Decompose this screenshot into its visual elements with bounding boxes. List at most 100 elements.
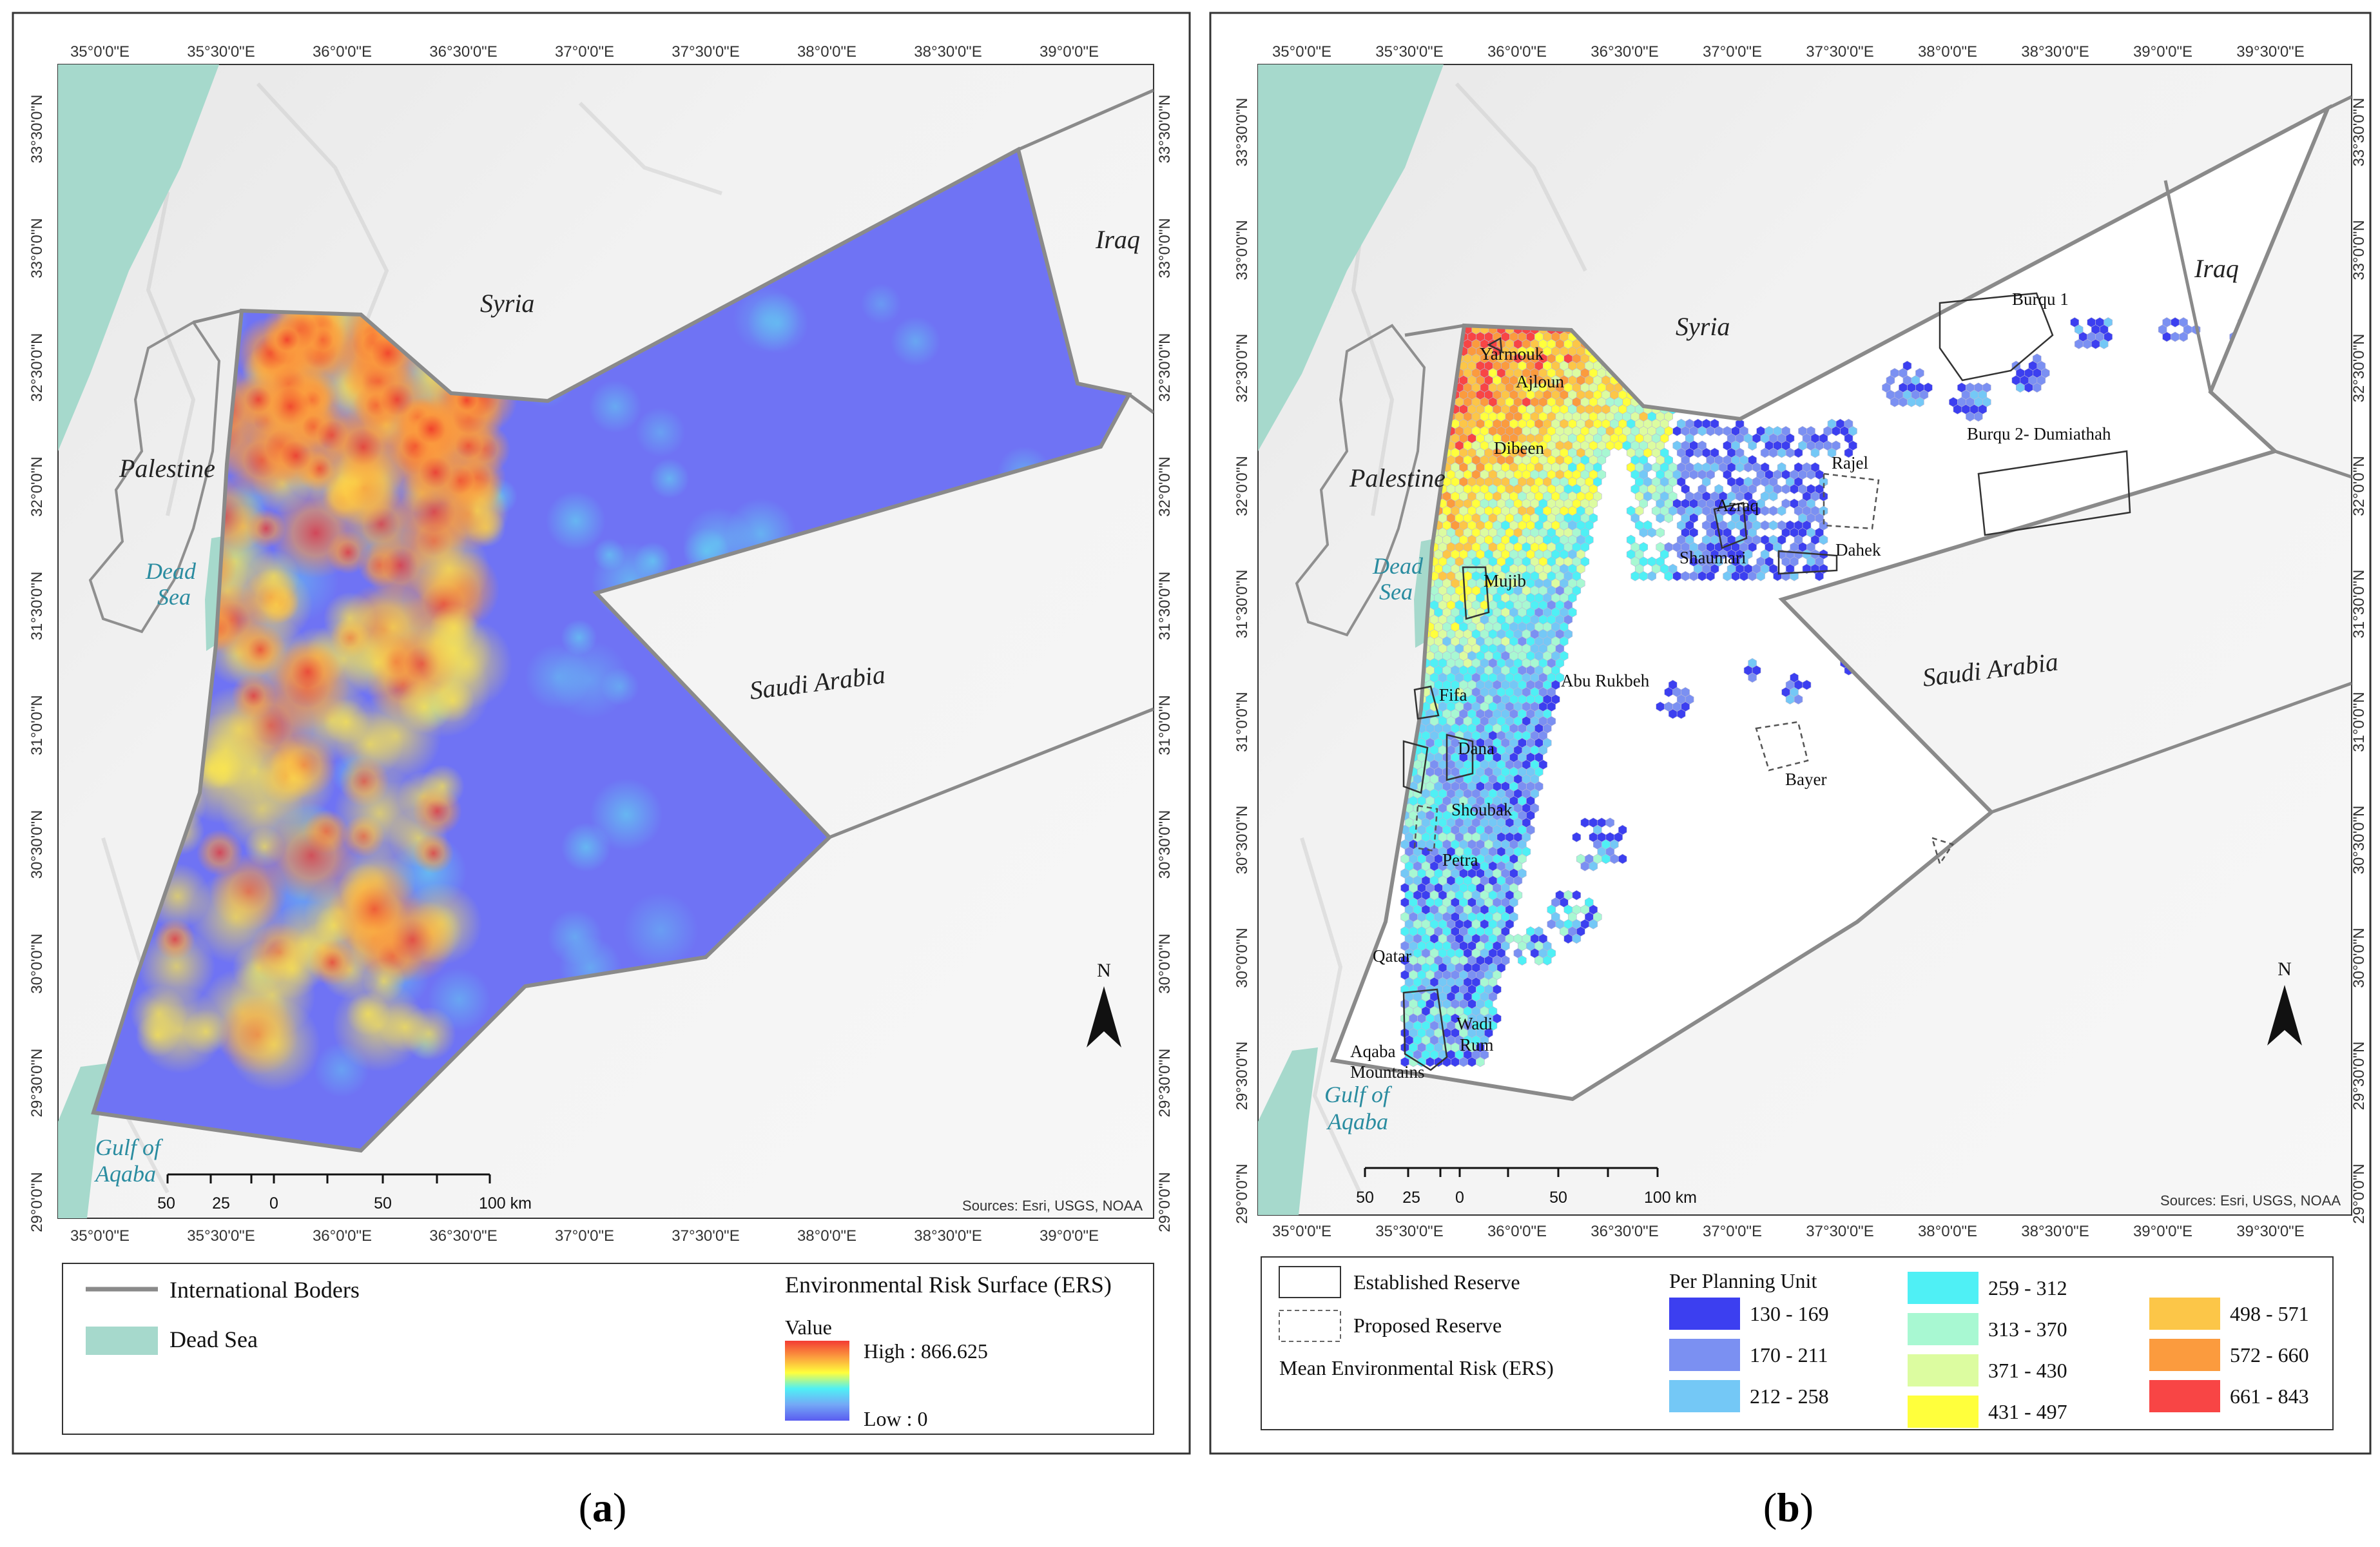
grid-b-lon-label: 37°30'0"E	[1806, 43, 1873, 61]
reserve-burqu2: Burqu 2- Dumiathah	[1967, 424, 2111, 443]
svg-text:25: 25	[1402, 1189, 1420, 1207]
legend-class-label: 431 - 497	[1988, 1400, 2067, 1423]
grid-a-lat-label: 30°0'0"N	[28, 933, 46, 993]
reserve-burqu1: Burqu 1	[2012, 289, 2069, 309]
reserve-bayer: Bayer	[1785, 770, 1826, 789]
risk-blob	[155, 919, 195, 960]
grid-b-lat-label: 30°0'0"N	[1234, 928, 1251, 988]
svg-text:50: 50	[374, 1194, 392, 1212]
planning-unit-hex	[1656, 527, 1665, 538]
svg-text:N: N	[2278, 958, 2292, 980]
legend-class-label: 498 - 571	[2230, 1302, 2309, 1325]
water-label-dead-sea-a: Dead	[145, 558, 197, 584]
grid-a-lat-label: 30°30'0"N	[1156, 810, 1174, 879]
grid-a-lat-label: 29°30'0"N	[28, 1049, 46, 1118]
country-label-syria-b: Syria	[1676, 312, 1730, 341]
country-label-iraq-b: Iraq	[2194, 254, 2239, 283]
risk-blob	[415, 612, 492, 689]
risk-blob	[363, 366, 431, 433]
grid-b-lat-label: 31°30'0"N	[1234, 570, 1251, 639]
legend-proposed-swatch	[1279, 1310, 1341, 1342]
grid-a-lat-label: 33°30'0"N	[28, 95, 46, 164]
planning-unit-hex	[1748, 672, 1757, 683]
risk-blob	[246, 509, 286, 549]
legend-ers-ramp	[785, 1341, 849, 1421]
grid-b-lat-label: 30°0'0"N	[2350, 928, 2368, 988]
grid-a-lat-label: 29°30'0"N	[1156, 1049, 1174, 1118]
legend-value-label: Value	[785, 1316, 832, 1339]
grid-b-lon-label: 36°30'0"E	[1591, 1223, 1658, 1240]
reserve-ajloun: Ajloun	[1516, 372, 1565, 391]
water-label-gulf-b: Gulf of	[1324, 1082, 1393, 1107]
grid-a-lon-label: 39°0'0"E	[1040, 43, 1099, 61]
legend-class-label: 170 - 211	[1750, 1343, 1828, 1367]
grid-a-lat-label: 30°30'0"N	[28, 810, 46, 879]
risk-blob	[733, 286, 800, 353]
legend-dead-sea-label: Dead Sea	[169, 1327, 258, 1352]
grid-b-lon-label: 39°30'0"E	[2236, 1223, 2304, 1240]
planning-unit-hex	[1802, 679, 1812, 690]
risk-blob	[222, 738, 287, 803]
reserve-rajel: Rajel	[1832, 453, 1868, 472]
country-label-palestine-a: Palestine	[119, 454, 215, 483]
svg-text:50: 50	[157, 1194, 175, 1212]
grid-b-lon-label: 38°30'0"E	[2021, 43, 2089, 61]
grid-b-lat-label: 30°30'0"N	[1234, 806, 1251, 875]
risk-blob	[398, 680, 451, 734]
grid-a-lon-label: 36°30'0"E	[429, 1227, 497, 1245]
risk-blob	[860, 283, 902, 324]
reserve-petra: Petra	[1442, 850, 1478, 870]
grid-b-lon-label: 37°0'0"E	[1703, 1223, 1762, 1240]
legend-class-swatch	[1669, 1298, 1740, 1330]
svg-text:100 km: 100 km	[1644, 1189, 1697, 1207]
reserve-shaumari: Shaumari	[1679, 548, 1746, 567]
grid-b-lat-label: 32°30'0"N	[1234, 334, 1251, 403]
panel-b: 35°0'0"E 35°0'0"E 35°30'0"E 35°30'0"E 36°0'0…	[1209, 12, 2372, 1455]
grid-b-lat-label: 31°30'0"N	[2350, 570, 2368, 639]
reserve-mountains: Mountains	[1350, 1062, 1425, 1082]
grid-b-lon-label: 38°0'0"E	[1918, 1223, 1977, 1240]
grid-b-lat-label: 30°30'0"N	[2350, 806, 2368, 875]
reserve-dana: Dana	[1458, 739, 1495, 758]
grid-a-lat-label: 33°30'0"N	[1156, 95, 1174, 164]
grid-a-lon-label: 35°0'0"E	[70, 43, 130, 61]
risk-blob	[328, 862, 421, 955]
legend-class-swatch	[1908, 1313, 1978, 1345]
water-label-aqaba-b: Aqaba	[1326, 1109, 1388, 1134]
grid-a-lon-label: 37°30'0"E	[672, 1227, 739, 1245]
svg-text:25: 25	[212, 1194, 230, 1212]
grid-a-lon-label: 35°30'0"E	[187, 1227, 255, 1245]
risk-blob	[891, 316, 941, 367]
grid-b-lat-label: 33°0'0"N	[1234, 220, 1251, 280]
reserve-azraq: Azraq	[1716, 496, 1759, 515]
planning-unit-hex	[2033, 382, 2042, 393]
country-label-iraq-a: Iraq	[1095, 225, 1140, 254]
risk-blob	[264, 808, 359, 902]
grid-a-lon-label: 38°30'0"E	[914, 43, 982, 61]
water-label-sea-a: Sea	[157, 584, 191, 610]
planning-unit-hex	[1915, 396, 1924, 407]
water-label-aqaba-a: Aqaba	[94, 1161, 156, 1187]
risk-blob	[231, 674, 276, 719]
legend-established-label: Established Reserve	[1353, 1270, 1520, 1294]
water-label-gulf-a: Gulf of	[95, 1134, 164, 1160]
grid-a-lon-label: 35°0'0"E	[70, 1227, 130, 1245]
grid-b-lat-label: 29°30'0"N	[2350, 1042, 2368, 1111]
legend-class-label: 371 - 430	[1988, 1359, 2067, 1382]
legend-class-label: 313 - 370	[1988, 1318, 2067, 1341]
risk-blob	[196, 829, 243, 876]
planning-unit-hex	[1647, 570, 1656, 581]
mediterranean-coast	[58, 64, 219, 451]
risk-blob	[649, 458, 690, 499]
grid-a-lon-label: 37°30'0"E	[672, 43, 739, 61]
risk-blob	[231, 373, 285, 426]
scale-bar-a: 50 25 0 50 100 km	[157, 1173, 532, 1212]
grid-a-lat-label: 32°30'0"N	[1156, 333, 1174, 402]
grid-b-lat-label: 29°30'0"N	[1234, 1042, 1251, 1111]
grid-b-lat-label: 31°0'0"N	[2350, 692, 2368, 752]
sources-b: Sources: Esri, USGS, NOAA	[2160, 1192, 2341, 1209]
grid-b-lon-label: 36°0'0"E	[1487, 1223, 1547, 1240]
planning-unit-hex	[1777, 505, 1786, 516]
grid-b-lon-label: 35°0'0"E	[1272, 43, 1331, 61]
international-borders-a	[193, 88, 1154, 839]
